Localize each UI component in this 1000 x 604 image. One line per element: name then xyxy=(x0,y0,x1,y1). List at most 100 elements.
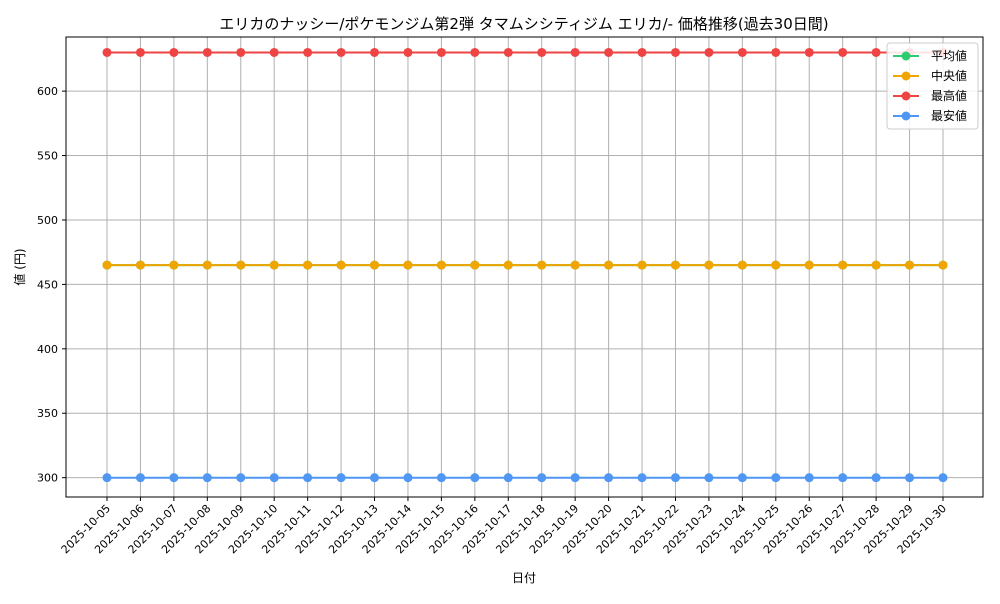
data-point xyxy=(670,260,680,270)
x-axis: 2025-10-052025-10-062025-10-072025-10-08… xyxy=(59,497,949,556)
data-point xyxy=(637,47,647,57)
y-tick-label: 500 xyxy=(37,214,58,227)
data-point xyxy=(169,473,179,483)
y-axis-label: 値 (円) xyxy=(12,248,27,285)
data-point xyxy=(269,47,279,57)
data-point xyxy=(102,473,112,483)
data-point xyxy=(771,47,781,57)
data-point xyxy=(905,473,915,483)
data-point xyxy=(336,260,346,270)
data-point xyxy=(269,260,279,270)
data-point xyxy=(236,473,246,483)
data-point xyxy=(871,47,881,57)
chart-title: エリカのナッシー/ポケモンジム第2弾 タマムシシティジム エリカ/- 価格推移(… xyxy=(219,15,828,33)
data-point xyxy=(236,47,246,57)
data-point xyxy=(537,473,547,483)
data-point xyxy=(704,260,714,270)
data-point xyxy=(503,47,513,57)
data-point xyxy=(403,47,413,57)
data-point xyxy=(670,473,680,483)
legend-label: 最安値 xyxy=(931,108,967,123)
y-tick-label: 450 xyxy=(37,278,58,291)
data-point xyxy=(470,47,480,57)
data-point xyxy=(637,260,647,270)
data-point xyxy=(838,260,848,270)
data-point xyxy=(303,473,313,483)
data-point xyxy=(135,473,145,483)
data-point xyxy=(737,473,747,483)
data-point xyxy=(737,260,747,270)
data-point xyxy=(336,473,346,483)
data-point xyxy=(704,473,714,483)
data-point xyxy=(871,473,881,483)
data-point xyxy=(370,47,380,57)
data-point xyxy=(470,260,480,270)
data-point xyxy=(303,47,313,57)
data-point xyxy=(135,260,145,270)
series-layer xyxy=(102,47,948,483)
data-point xyxy=(938,260,948,270)
data-point xyxy=(503,260,513,270)
data-point xyxy=(403,260,413,270)
data-point xyxy=(838,473,848,483)
data-point xyxy=(135,47,145,57)
y-tick-label: 350 xyxy=(37,407,58,420)
data-point xyxy=(737,47,747,57)
data-point xyxy=(169,260,179,270)
data-point xyxy=(604,473,614,483)
data-point xyxy=(370,260,380,270)
data-point xyxy=(570,47,580,57)
data-point xyxy=(938,473,948,483)
data-point xyxy=(871,260,881,270)
y-axis: 300 350 400 450 500 550 600 xyxy=(37,85,66,485)
legend-label: 中央値 xyxy=(931,68,967,83)
x-axis-label: 日付 xyxy=(512,571,536,585)
data-point xyxy=(303,260,313,270)
data-point xyxy=(637,473,647,483)
legend-box xyxy=(886,42,979,130)
y-tick-label: 600 xyxy=(37,85,58,98)
data-point xyxy=(804,47,814,57)
data-point xyxy=(838,47,848,57)
data-point xyxy=(269,473,279,483)
plot-frame xyxy=(65,36,984,498)
legend-label: 最高値 xyxy=(931,88,967,103)
data-point xyxy=(570,260,580,270)
data-point xyxy=(570,473,580,483)
data-point xyxy=(804,473,814,483)
data-point xyxy=(771,260,781,270)
y-tick-label: 400 xyxy=(37,343,58,356)
legend-marker xyxy=(901,111,911,121)
legend-label: 平均値 xyxy=(931,48,967,63)
data-point xyxy=(537,260,547,270)
data-point xyxy=(336,47,346,57)
data-point xyxy=(905,260,915,270)
data-point xyxy=(436,47,446,57)
data-point xyxy=(403,473,413,483)
legend-marker xyxy=(901,51,911,61)
data-point xyxy=(804,260,814,270)
data-point xyxy=(102,260,112,270)
data-point xyxy=(370,473,380,483)
data-point xyxy=(436,260,446,270)
data-point xyxy=(436,473,446,483)
data-point xyxy=(503,473,513,483)
legend-marker xyxy=(901,71,911,81)
data-point xyxy=(202,47,212,57)
data-point xyxy=(202,473,212,483)
data-point xyxy=(470,473,480,483)
data-point xyxy=(169,47,179,57)
data-point xyxy=(670,47,680,57)
data-point xyxy=(202,260,212,270)
legend-marker xyxy=(901,91,911,101)
data-point xyxy=(771,473,781,483)
data-point xyxy=(102,47,112,57)
y-tick-label: 300 xyxy=(37,472,58,485)
data-point xyxy=(604,47,614,57)
data-point xyxy=(537,47,547,57)
y-tick-label: 550 xyxy=(37,150,58,163)
data-point xyxy=(604,260,614,270)
